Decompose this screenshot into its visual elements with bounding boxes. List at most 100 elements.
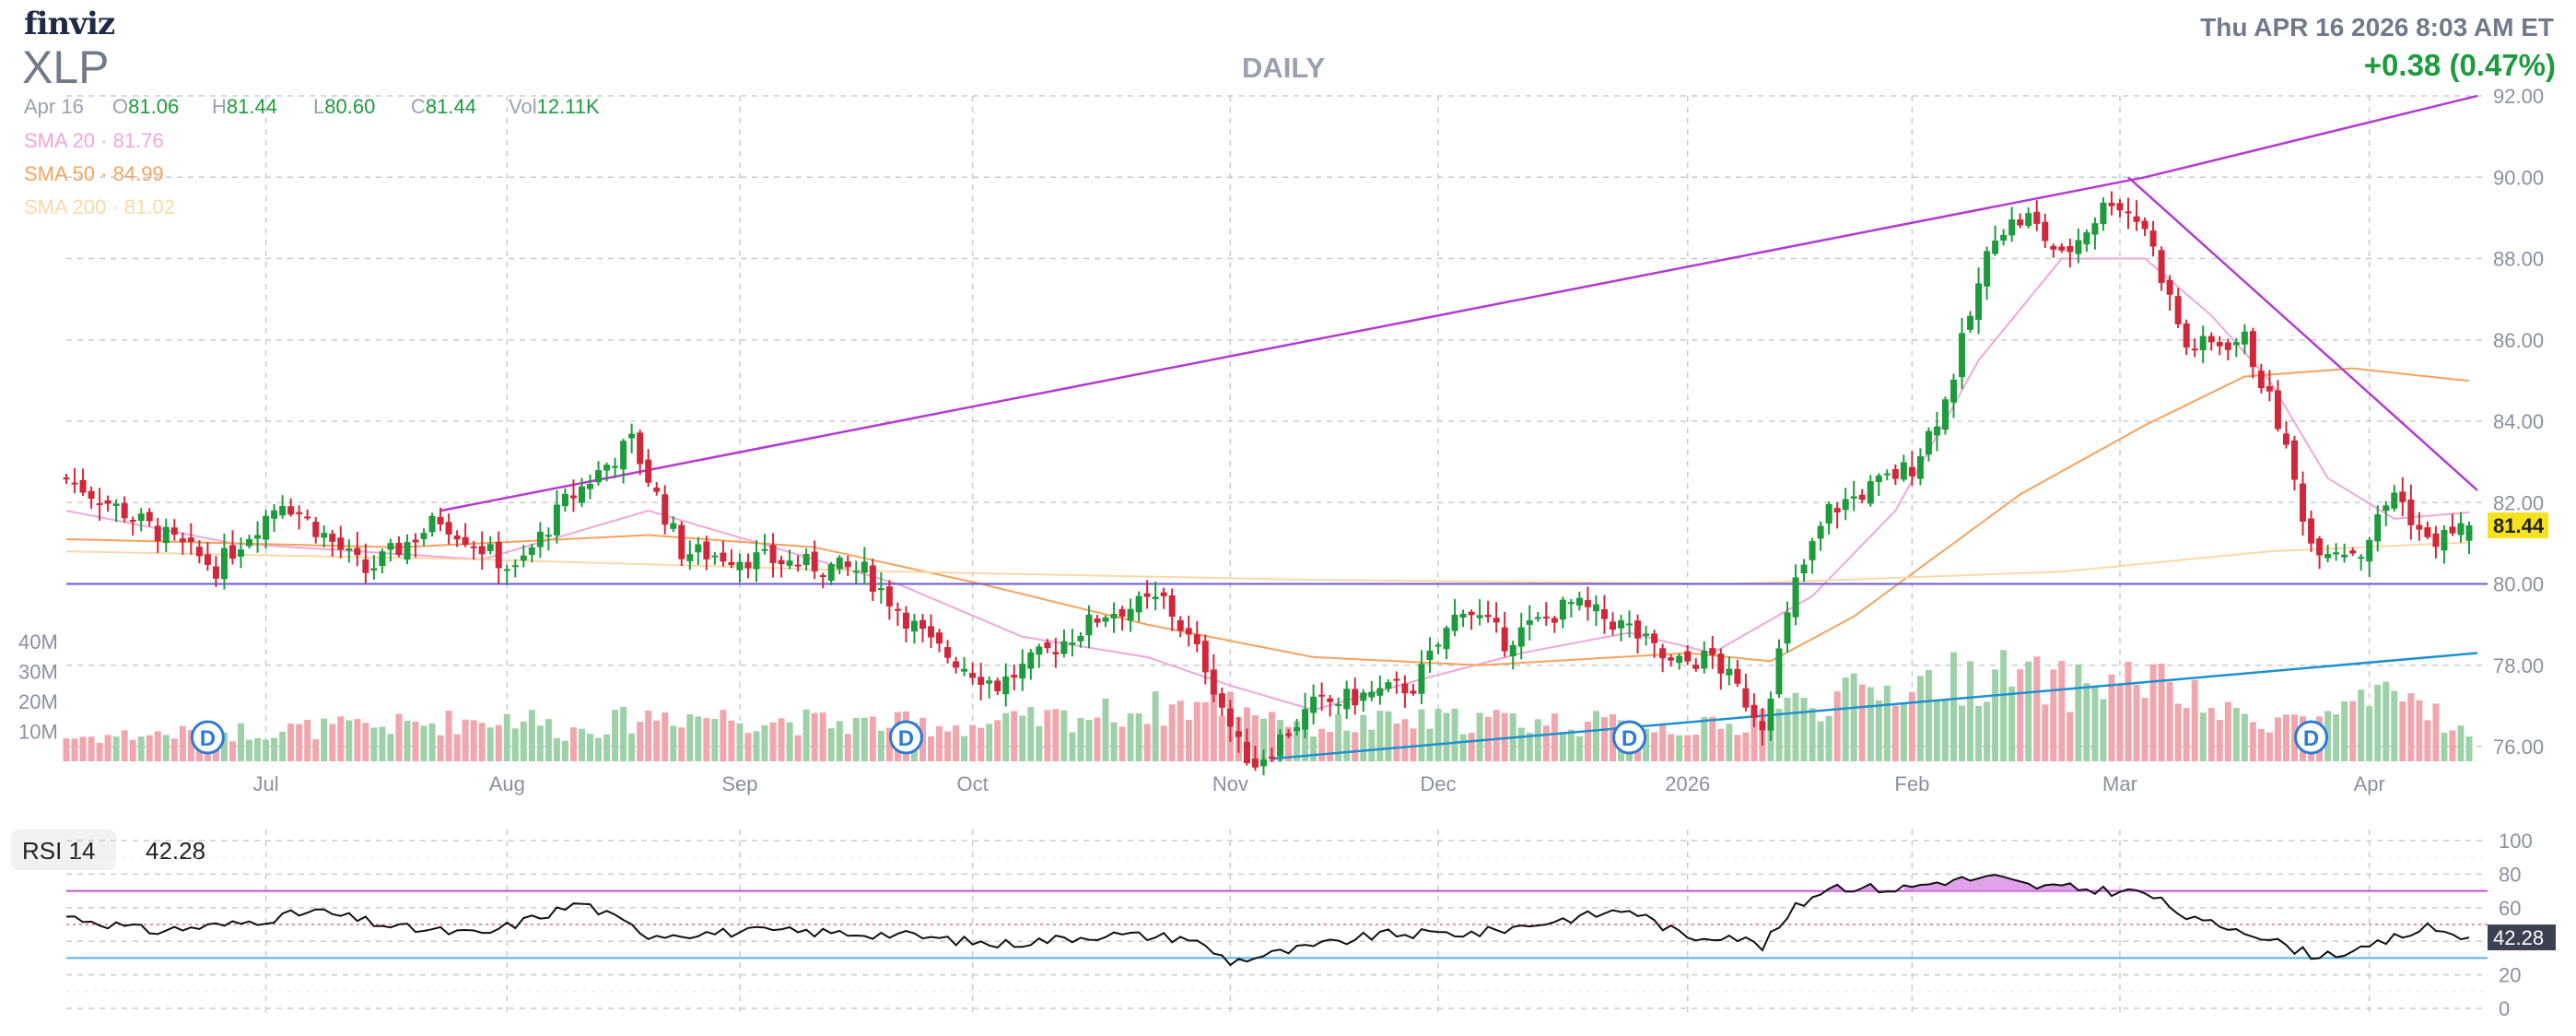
candle-body	[404, 542, 411, 560]
volume-bar	[2075, 664, 2082, 761]
candle-body	[1668, 657, 1675, 661]
candle-body	[1567, 602, 1575, 605]
candle-body	[2232, 342, 2240, 346]
price-chart[interactable]: 76.00 78.00 80.00 82.00 84.00 86.00 88.00 90.00…	[0, 0, 2576, 811]
candle-body	[2008, 218, 2016, 236]
candle-body	[2349, 550, 2357, 554]
candle-body	[2224, 342, 2231, 350]
time-tick-label: Apr	[2354, 772, 2385, 795]
volume-bar	[744, 733, 752, 761]
candle-body	[1618, 620, 1625, 629]
candle-body	[2133, 216, 2140, 222]
volume-bar	[761, 724, 768, 761]
volume-bar	[1592, 711, 1599, 761]
candle-body	[395, 542, 403, 556]
volume-bar	[1393, 723, 1400, 761]
candle-body	[2399, 491, 2406, 502]
sma200-legend[interactable]: SMA 200 · 81.02	[24, 195, 175, 218]
candle-body	[2290, 440, 2298, 480]
rsi-chart[interactable]: 02040608010042.28	[0, 811, 2576, 1036]
volume-bar	[2366, 706, 2373, 761]
candle-body	[1967, 315, 1974, 330]
candle-body	[778, 559, 785, 565]
volume-bar	[794, 735, 802, 761]
candle-body	[1251, 758, 1259, 768]
volume-bar	[228, 741, 236, 761]
candle-body	[761, 548, 768, 551]
volume-bar	[2407, 693, 2415, 761]
candle-body	[112, 503, 120, 507]
volume-bar	[2341, 700, 2348, 761]
candle-body	[1867, 481, 1874, 504]
rsi-label-box[interactable]	[11, 830, 116, 870]
volume-bar	[1817, 721, 1824, 761]
candle-body	[1933, 426, 1940, 436]
candle-body	[204, 554, 211, 565]
volume-bar	[1517, 727, 1525, 761]
volume-bar	[544, 719, 552, 761]
candle-body	[2083, 232, 2090, 245]
candle-body	[1201, 641, 1209, 673]
chart-period[interactable]: DAILY	[1242, 52, 1326, 84]
candle-body	[1842, 499, 1849, 511]
candle-body	[1310, 696, 1317, 713]
volume-bar	[1975, 705, 1983, 761]
volume-bar	[1908, 691, 1915, 761]
candle-body	[1168, 595, 1176, 618]
volume-bar	[802, 709, 810, 761]
candle-body	[637, 432, 644, 465]
rsi-tick-label: 20	[2499, 964, 2521, 987]
volume-bar	[1385, 711, 1392, 761]
candle-body	[96, 503, 103, 506]
finviz-logo[interactable]: finviz	[24, 6, 115, 42]
volume-bar	[653, 720, 661, 761]
candle-body	[1634, 620, 1642, 639]
time-tick-label: Jul	[253, 772, 279, 795]
volume-bar	[1842, 677, 1849, 761]
sma50-legend[interactable]: SMA 50 · 84.99	[24, 162, 164, 185]
volume-bar	[254, 737, 262, 761]
volume-bar	[1726, 724, 1733, 761]
candle-body	[744, 561, 752, 569]
candle-body	[1343, 689, 1351, 710]
volume-bar	[1069, 732, 1076, 761]
volume-bar	[1692, 735, 1700, 761]
dividend-marker-label: D	[2303, 726, 2319, 751]
price-tick-label: 78.00	[2493, 654, 2544, 677]
candle-body	[462, 536, 469, 546]
volume-bar	[1742, 732, 1750, 761]
volume-bar	[1767, 722, 1774, 761]
candle-body	[1069, 642, 1076, 645]
candle-body	[1177, 619, 1184, 631]
candle-body	[1883, 473, 1891, 476]
volume-bar	[603, 734, 611, 761]
candle-body	[337, 537, 345, 550]
candle-body	[1626, 623, 1633, 626]
rsi-value-tag-label: 42.28	[2493, 926, 2544, 949]
candle-body	[2324, 553, 2332, 559]
sma20-legend[interactable]: SMA 20 · 81.76	[24, 129, 164, 152]
candle-body	[961, 668, 968, 672]
candle-body	[1443, 628, 1450, 650]
trendlines	[66, 94, 2488, 760]
candle-body	[936, 632, 943, 644]
candle-body	[528, 547, 535, 555]
sma20-line	[65, 257, 2470, 712]
candle-body	[2158, 250, 2165, 283]
price-tick-label: 86.00	[2493, 329, 2544, 352]
candle-body	[861, 561, 868, 573]
candle-body	[304, 516, 311, 519]
rsi-axis: 02040608010042.28	[2488, 830, 2556, 1020]
candle-body	[1426, 650, 1434, 660]
candle-body	[1160, 592, 1167, 596]
volume-bar	[579, 728, 586, 761]
volume-tick-label: 40M	[18, 630, 58, 653]
volume-bar	[1493, 710, 1500, 761]
candle-body	[753, 552, 760, 570]
candle-body	[836, 557, 843, 570]
price-change: +0.38 (0.47%)	[2363, 48, 2556, 82]
volume-bar	[453, 734, 461, 761]
rsi-label[interactable]: RSI 14	[22, 837, 96, 865]
candle-body	[2449, 526, 2456, 534]
candle-body	[1410, 690, 1417, 694]
